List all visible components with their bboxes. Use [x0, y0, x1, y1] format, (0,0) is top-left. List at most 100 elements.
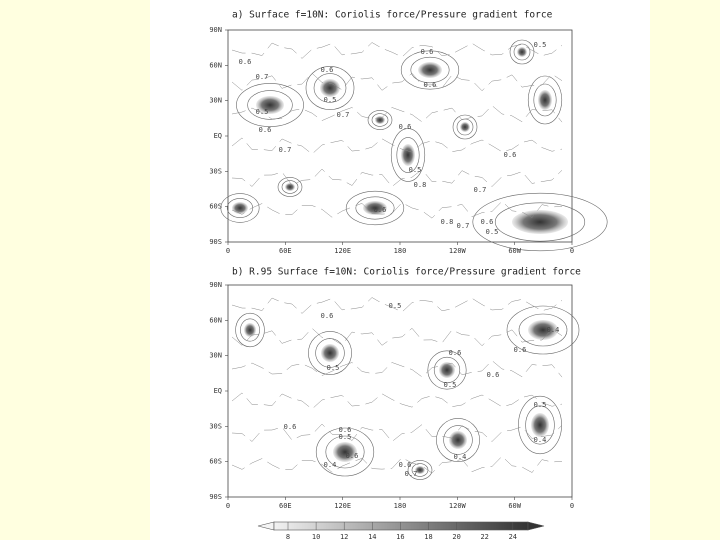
- contour-line: [220, 193, 260, 223]
- lon-label: 180: [394, 247, 407, 255]
- contour-label: 0.4: [534, 436, 547, 444]
- lat-label: EQ: [214, 387, 222, 395]
- map-frame: [227, 284, 573, 498]
- colorbar-label: 12: [340, 533, 348, 540]
- lat-label: 30N: [209, 97, 222, 105]
- contour-label: 0.5: [534, 41, 547, 49]
- contour-line: [325, 435, 365, 469]
- contour-line: [305, 66, 355, 110]
- contour-line: [410, 56, 450, 84]
- contour-line: [231, 327, 563, 347]
- contour-line: [281, 180, 299, 194]
- contour-line: [407, 460, 433, 480]
- shaded-region: [232, 202, 248, 214]
- lat-label: 60S: [209, 203, 222, 211]
- contour-label: 0.7: [474, 186, 487, 194]
- contour-line: [525, 405, 555, 445]
- contour-line: [247, 90, 293, 120]
- colorbar-bar: [273, 521, 529, 531]
- lat-label: EQ: [214, 132, 222, 140]
- lon-label: 120W: [449, 502, 467, 510]
- contour-line: [518, 395, 562, 455]
- shaded-region: [375, 116, 385, 124]
- contour-label: 0.6: [487, 371, 500, 379]
- contour-label: 0.6: [481, 218, 494, 226]
- contour-label: 0.4: [454, 453, 467, 461]
- contour-label: 0.4: [547, 326, 560, 334]
- contour-line: [231, 72, 563, 92]
- colorbar-end: [527, 521, 545, 531]
- shaded-region: [538, 90, 552, 110]
- contour-line: [452, 114, 478, 140]
- lat-label: 30S: [209, 422, 222, 430]
- lon-label: 60E: [279, 247, 292, 255]
- colorbar-label: 22: [480, 533, 488, 540]
- contour-line: [390, 128, 426, 182]
- panel-title: a) Surface f=10N: Coriolis force/Pressur…: [232, 10, 553, 21]
- shaded-region: [321, 344, 339, 362]
- shaded-region: [285, 183, 295, 191]
- map-panel: 90N 60N 30N EQ 30S 60S 90S 0 60E 120E 180 120W 60W 0 0…: [209, 281, 580, 510]
- contour-label: 0.6: [346, 452, 359, 460]
- contour-label: 0.6: [449, 349, 462, 357]
- contour-label: 0.5: [486, 228, 499, 236]
- contour-label: 0.6: [514, 346, 527, 354]
- contour-label: 0.7: [279, 146, 292, 154]
- colorbar-label: 24: [509, 533, 517, 540]
- contour-label: 0.8: [441, 218, 454, 226]
- contour-line: [231, 105, 563, 123]
- lat-label: 30N: [209, 352, 222, 360]
- contour-label: 0.6: [399, 461, 412, 469]
- lon-label: 60W: [508, 247, 521, 255]
- colorbar-label: 8: [286, 533, 290, 540]
- contour-label: 0.6: [339, 426, 352, 434]
- lat-label: 90S: [209, 238, 222, 246]
- contour-line: [231, 137, 563, 155]
- contour-line: [231, 168, 563, 187]
- contour-label: 0.6: [321, 312, 334, 320]
- contour-line: [400, 50, 460, 90]
- map-panel: 90N 60N 30N EQ 30S 60S 90S 0 60E 120E 180 120W 60W 0 0…: [209, 26, 608, 255]
- shaded-region: [333, 442, 357, 462]
- maps: 90N 60N 30N EQ 30S 60S 90S 0 60E 120E 180 120W 60W 0 0…: [209, 26, 608, 510]
- lon-label: 60E: [279, 502, 292, 510]
- contour-line: [506, 305, 580, 355]
- lat-label: 90S: [209, 493, 222, 501]
- lat-label: 90N: [209, 281, 222, 289]
- shaded-region: [517, 47, 527, 57]
- contour-line: [396, 137, 420, 173]
- contour-label: 0.7: [256, 73, 269, 81]
- contour-line: [231, 455, 563, 474]
- contour-line: [367, 110, 393, 130]
- contour-label: 0.5: [327, 364, 340, 372]
- contour-line: [518, 313, 568, 347]
- contour-line: [240, 318, 260, 342]
- lon-label: 180: [394, 502, 407, 510]
- colorbar: 8 10 12 14 16 18 20 22 24: [257, 521, 545, 540]
- lon-label: 0: [226, 502, 230, 510]
- contour-label: 0.5: [256, 108, 269, 116]
- contour-label: 0.4: [324, 461, 337, 469]
- lat-label: 60S: [209, 458, 222, 466]
- shaded-region: [401, 144, 415, 166]
- contour-line: [313, 73, 347, 103]
- lat-label: 30S: [209, 167, 222, 175]
- contour-label: 0.8: [414, 181, 427, 189]
- shaded-region: [244, 323, 256, 337]
- contour-line: [345, 190, 405, 226]
- contour-line: [513, 43, 531, 61]
- contour-label: 0.6: [504, 151, 517, 159]
- contour-line: [443, 425, 473, 455]
- shaded-region: [363, 201, 387, 215]
- contour-label: 0.5: [534, 401, 547, 409]
- panel-title: b) R.95 Surface f=10N: Coriolis force/Pr…: [232, 267, 581, 278]
- lat-label: 60N: [209, 61, 222, 69]
- map-frame: [227, 29, 573, 243]
- contour-line: [494, 202, 586, 242]
- contour-line: [533, 83, 557, 117]
- contour-label: 0.6: [259, 126, 272, 134]
- contour-line: [308, 331, 352, 375]
- lat-label: 60N: [209, 316, 222, 324]
- contour-label: 0.5: [389, 302, 402, 310]
